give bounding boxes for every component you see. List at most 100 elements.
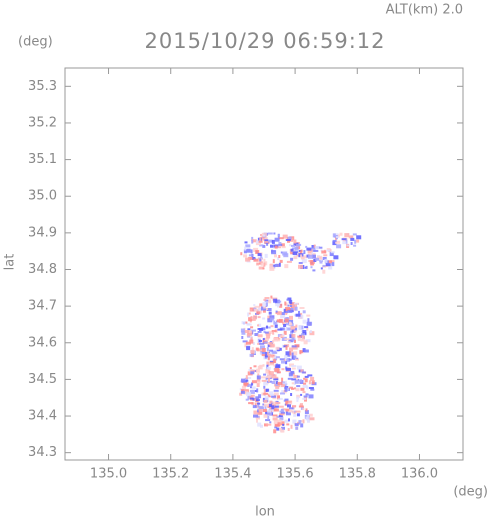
echo-pixel bbox=[259, 342, 265, 345]
echo-pixel bbox=[260, 345, 265, 350]
echo-pixel bbox=[240, 252, 243, 256]
echo-pixel bbox=[292, 252, 298, 255]
echo-pixel bbox=[256, 348, 262, 352]
echo-pixel bbox=[271, 394, 277, 398]
echo-pixel bbox=[240, 390, 245, 394]
echo-pixel bbox=[253, 410, 259, 415]
echo-pixel bbox=[276, 371, 281, 374]
echo-pixel bbox=[289, 386, 294, 389]
echo-pixel bbox=[287, 239, 290, 243]
echo-pixel bbox=[272, 331, 275, 335]
echo-pixel bbox=[291, 337, 295, 341]
echo-pixel bbox=[270, 354, 274, 358]
echo-pixel bbox=[310, 260, 314, 264]
echo-pixel bbox=[272, 259, 275, 264]
echo-pixel bbox=[250, 337, 253, 342]
echo-pixel bbox=[330, 251, 335, 254]
echo-pixel bbox=[273, 405, 279, 408]
echo-pixel bbox=[241, 330, 246, 335]
echo-pixel bbox=[350, 242, 353, 245]
echo-pixel bbox=[265, 419, 271, 422]
echo-pixel bbox=[269, 317, 274, 321]
echo-pixel bbox=[310, 388, 315, 391]
echo-pixel bbox=[298, 420, 302, 425]
echo-pixel bbox=[300, 254, 303, 258]
echo-pixel bbox=[291, 367, 296, 370]
echo-pixel bbox=[256, 375, 261, 380]
echo-pixel bbox=[252, 342, 255, 345]
echo-pixel bbox=[290, 424, 293, 429]
echo-pixel bbox=[244, 241, 248, 244]
echo-pixel bbox=[354, 239, 357, 244]
echo-pixel bbox=[304, 326, 309, 329]
echo-pixel bbox=[326, 248, 331, 251]
echo-pixel bbox=[262, 244, 266, 248]
plot-frame bbox=[64, 67, 464, 461]
echo-pixel bbox=[303, 377, 306, 380]
echo-pixel bbox=[258, 323, 262, 327]
echo-pixel bbox=[276, 381, 278, 385]
echo-pixel bbox=[267, 363, 270, 366]
echo-pixel bbox=[282, 321, 287, 325]
echo-pixel bbox=[288, 339, 294, 343]
echo-pixel bbox=[260, 424, 263, 428]
echo-pixel bbox=[243, 382, 249, 386]
echo-pixel bbox=[300, 423, 304, 428]
echo-pixel bbox=[274, 354, 277, 359]
echo-pixel bbox=[284, 419, 289, 423]
echo-pixel bbox=[274, 424, 280, 427]
echo-pixel bbox=[272, 264, 276, 267]
echo-pixel bbox=[288, 418, 290, 422]
echo-pixel bbox=[291, 345, 297, 348]
echo-pixel bbox=[303, 395, 308, 398]
echo-pixel bbox=[274, 367, 280, 372]
echo-pixel bbox=[311, 245, 316, 249]
echo-pixel bbox=[296, 399, 299, 402]
echo-pixel bbox=[266, 361, 270, 365]
echo-pixel bbox=[286, 423, 290, 426]
echo-pixel bbox=[303, 250, 306, 255]
echo-pixel bbox=[300, 249, 303, 253]
echo-pixel bbox=[293, 242, 299, 246]
echo-pixel bbox=[298, 310, 300, 314]
echo-pixel bbox=[285, 345, 288, 350]
echo-pixel bbox=[322, 269, 326, 274]
echo-pixel bbox=[257, 330, 262, 333]
echo-pixel bbox=[290, 252, 295, 255]
echo-pixel bbox=[249, 307, 255, 312]
echo-pixel bbox=[266, 351, 269, 356]
echo-pixel bbox=[293, 413, 297, 417]
echo-pixel bbox=[246, 333, 252, 337]
echo-pixel bbox=[277, 419, 282, 424]
echo-pixel bbox=[245, 341, 251, 345]
echo-pixel bbox=[291, 382, 296, 385]
echo-pixel bbox=[245, 375, 248, 380]
echo-pixel bbox=[262, 267, 265, 270]
echo-pixel bbox=[320, 267, 323, 270]
echo-pixel bbox=[257, 253, 262, 257]
echo-pixel bbox=[300, 256, 305, 260]
echo-pixel bbox=[258, 266, 264, 270]
echo-pixel bbox=[268, 363, 274, 366]
echo-pixel bbox=[273, 392, 279, 396]
echo-pixel bbox=[269, 264, 274, 269]
echo-pixel bbox=[275, 346, 280, 350]
echo-pixel bbox=[308, 413, 313, 417]
echo-pixel bbox=[281, 246, 286, 249]
echo-pixel bbox=[287, 404, 291, 408]
chart-title: 2015/10/29 06:59:12 bbox=[144, 29, 385, 53]
echo-pixel bbox=[302, 419, 305, 424]
echo-pixel bbox=[326, 249, 331, 252]
echo-pixel bbox=[273, 378, 279, 381]
echo-pixel bbox=[257, 415, 260, 418]
echo-pixel bbox=[275, 303, 281, 307]
echo-pixel bbox=[264, 297, 270, 299]
echo-pixel bbox=[254, 308, 259, 312]
echo-pixel bbox=[264, 299, 269, 302]
echo-pixel bbox=[256, 388, 259, 393]
echo-pixel bbox=[300, 387, 305, 391]
echo-pixel bbox=[296, 375, 300, 378]
echo-pixel bbox=[307, 318, 310, 323]
echo-pixel bbox=[251, 236, 254, 241]
echo-pixel bbox=[252, 405, 257, 409]
